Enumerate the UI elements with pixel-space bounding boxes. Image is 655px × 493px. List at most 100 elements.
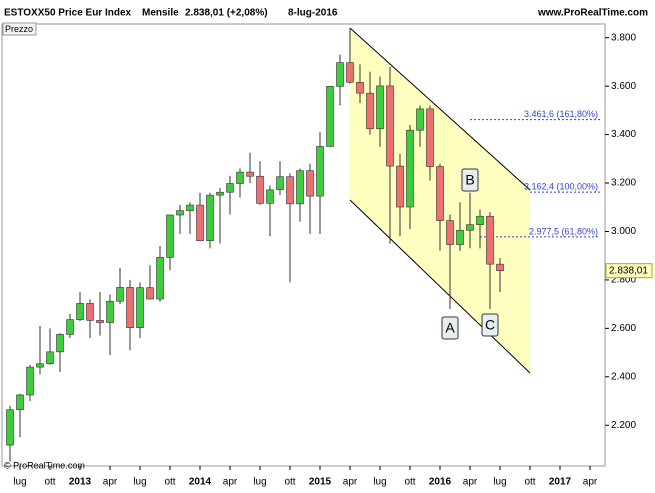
candle-body <box>176 210 184 216</box>
candle-body <box>36 363 44 368</box>
candle-body <box>46 351 54 365</box>
x-tick-label: ott <box>404 477 415 488</box>
y-tick-label: 2.600 <box>611 323 636 334</box>
last-price-label: 2.838,01 <box>609 265 648 276</box>
candle-body <box>286 176 294 205</box>
candle-body <box>266 189 274 204</box>
candle-body <box>276 176 284 191</box>
x-tick-label: ott <box>44 477 55 488</box>
candle-body <box>296 170 304 205</box>
x-tick-label: lug <box>253 477 266 488</box>
panel-label-box <box>2 22 37 36</box>
annotation: C <box>485 317 495 333</box>
annotation-box <box>481 313 499 337</box>
candle-body <box>316 146 324 197</box>
candle-body <box>146 287 154 300</box>
source: www.ProRealTime.com <box>537 8 648 19</box>
copyright: © ProRealTime.com <box>4 460 85 470</box>
candle-body <box>436 166 444 221</box>
candle-body <box>136 287 144 328</box>
candle-body <box>456 229 464 245</box>
candle-body <box>466 224 474 231</box>
level-label: 3.461,6 (161,80%) <box>524 109 598 119</box>
y-tick-label: 2.800 <box>611 275 636 286</box>
candle-body <box>406 129 414 208</box>
x-tick-label: lug <box>13 477 26 488</box>
candle-body <box>356 81 364 94</box>
candle-body <box>6 409 14 446</box>
date: 8-lug-2016 <box>288 8 338 19</box>
candle-body <box>366 92 374 130</box>
candle-body <box>446 220 454 245</box>
x-tick-label: lug <box>133 477 146 488</box>
candle-body <box>56 334 64 353</box>
period: Mensile <box>142 8 179 19</box>
x-tick-label: apr <box>343 477 358 488</box>
candle-body <box>106 300 114 323</box>
candle-body <box>76 303 84 320</box>
last-price-box <box>605 263 653 279</box>
candle-body <box>426 108 434 167</box>
candle-body <box>256 175 264 204</box>
y-tick-label: 3.000 <box>611 226 636 237</box>
annotation: B <box>465 172 474 188</box>
x-tick-label: apr <box>223 477 238 488</box>
candle-body <box>496 263 504 272</box>
x-tick-label: lug <box>493 477 506 488</box>
candle-body <box>16 394 24 411</box>
level-label: 2.977,5 (61,80%) <box>529 226 598 236</box>
x-tick-label: ott <box>524 477 535 488</box>
candle-body <box>416 108 424 131</box>
annotation-box <box>441 316 459 340</box>
candle-body <box>476 215 484 225</box>
candle-body <box>376 85 384 130</box>
annotation-box <box>461 168 479 192</box>
candle-body <box>186 204 194 211</box>
candle-body <box>486 215 494 265</box>
x-tick-label: 2013 <box>69 477 92 488</box>
candle-body <box>326 86 334 147</box>
panel-label: Prezzo <box>5 24 33 34</box>
x-tick-label: 2016 <box>429 477 452 488</box>
x-tick-label: apr <box>463 477 478 488</box>
y-tick-label: 3.600 <box>611 81 636 92</box>
candle-body <box>216 191 224 196</box>
candle-body <box>346 62 354 83</box>
candle-body <box>116 287 124 302</box>
title: ESTOXX50 Price Eur Index <box>4 8 132 19</box>
y-tick-label: 2.400 <box>611 371 636 382</box>
candle-body <box>336 62 344 87</box>
y-tick-label: 3.400 <box>611 129 636 140</box>
x-tick-label: 2014 <box>189 477 212 488</box>
candle-body <box>396 165 404 208</box>
candle-body <box>26 366 34 396</box>
x-tick-label: 2017 <box>549 477 572 488</box>
level-label: 3.162,4 (100,00%) <box>524 182 598 192</box>
x-tick-label: apr <box>583 477 598 488</box>
candle-body <box>226 183 234 193</box>
y-tick-label: 2.200 <box>611 420 636 431</box>
x-tick-label: ott <box>284 477 295 488</box>
candle-body <box>236 171 244 184</box>
candle-body <box>246 171 254 177</box>
candle-body <box>126 287 134 328</box>
x-tick-label: lug <box>373 477 386 488</box>
x-tick-label: apr <box>103 477 118 488</box>
header: ESTOXX50 Price Eur Index Mensile 2.838,0… <box>4 8 648 19</box>
y-tick-label: 3.200 <box>611 178 636 189</box>
x-tick-label: ott <box>164 477 175 488</box>
annotation: A <box>445 320 455 336</box>
candle-body <box>156 257 164 300</box>
candle-body <box>306 170 314 197</box>
channel-lower <box>349 199 531 374</box>
candle-body <box>206 194 214 241</box>
candle-body <box>86 303 94 321</box>
y-tick-label: 3.800 <box>611 32 636 43</box>
x-tick-label: 2015 <box>309 477 332 488</box>
candle-body <box>196 204 204 241</box>
candle-body <box>96 320 104 323</box>
candle-body <box>386 85 394 167</box>
candle-body <box>166 214 174 258</box>
channel-upper <box>349 27 531 191</box>
